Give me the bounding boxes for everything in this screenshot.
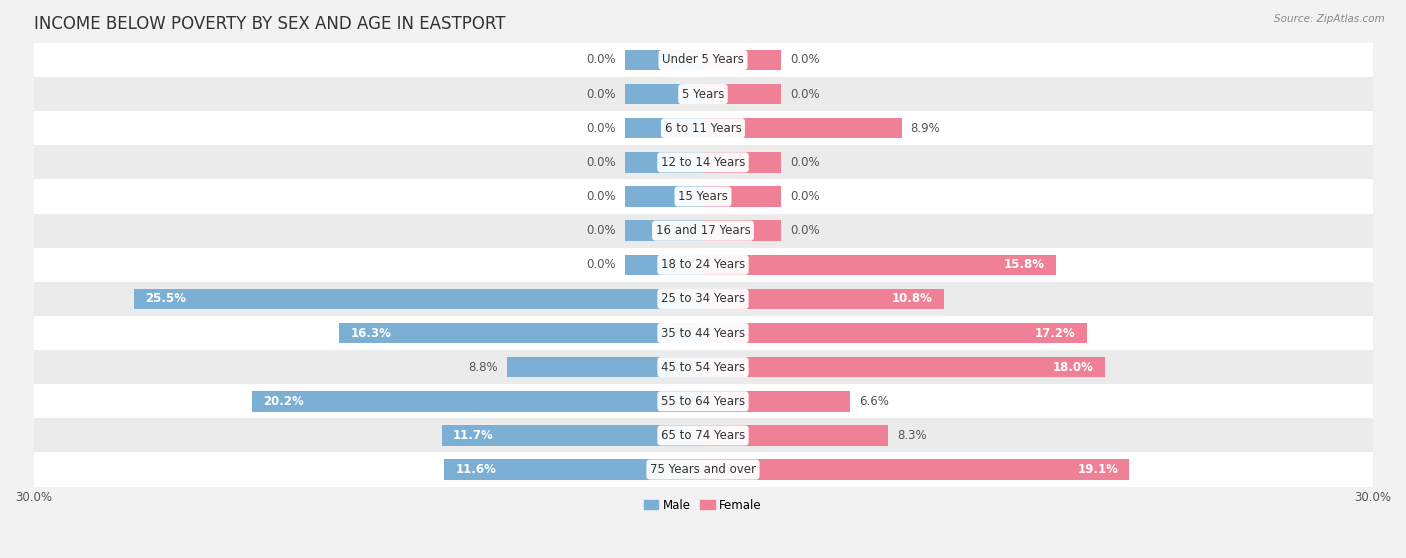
Text: 45 to 54 Years: 45 to 54 Years <box>661 360 745 374</box>
Text: 25 to 34 Years: 25 to 34 Years <box>661 292 745 305</box>
Bar <box>339 323 703 343</box>
Bar <box>624 84 703 104</box>
Bar <box>34 43 1372 77</box>
Bar <box>34 248 1372 282</box>
Text: 75 Years and over: 75 Years and over <box>650 463 756 476</box>
Bar <box>441 425 703 446</box>
Text: 16.3%: 16.3% <box>350 326 391 339</box>
Text: 17.2%: 17.2% <box>1035 326 1076 339</box>
Bar <box>703 84 782 104</box>
Bar <box>34 453 1372 487</box>
Bar <box>624 186 703 206</box>
Bar <box>624 118 703 138</box>
Bar <box>703 118 901 138</box>
Bar <box>703 220 782 241</box>
Bar <box>703 50 782 70</box>
Text: 10.8%: 10.8% <box>891 292 932 305</box>
Text: 0.0%: 0.0% <box>790 88 820 100</box>
Text: 20.2%: 20.2% <box>263 395 304 408</box>
Bar <box>703 288 943 309</box>
Bar <box>703 152 782 172</box>
Bar <box>34 384 1372 418</box>
Text: 6 to 11 Years: 6 to 11 Years <box>665 122 741 134</box>
Bar <box>506 357 703 377</box>
Bar <box>624 220 703 241</box>
Bar <box>34 145 1372 180</box>
Text: 65 to 74 Years: 65 to 74 Years <box>661 429 745 442</box>
Legend: Male, Female: Male, Female <box>640 494 766 516</box>
Text: 18.0%: 18.0% <box>1053 360 1094 374</box>
Text: 0.0%: 0.0% <box>790 190 820 203</box>
Bar <box>703 459 1129 480</box>
Text: 8.3%: 8.3% <box>897 429 927 442</box>
Text: 8.9%: 8.9% <box>911 122 941 134</box>
Text: 6.6%: 6.6% <box>859 395 889 408</box>
Text: 0.0%: 0.0% <box>790 54 820 66</box>
Bar <box>624 254 703 275</box>
Text: 0.0%: 0.0% <box>586 122 616 134</box>
Bar <box>34 350 1372 384</box>
Text: INCOME BELOW POVERTY BY SEX AND AGE IN EASTPORT: INCOME BELOW POVERTY BY SEX AND AGE IN E… <box>34 15 505 33</box>
Bar <box>703 323 1087 343</box>
Text: 11.7%: 11.7% <box>453 429 494 442</box>
Text: Under 5 Years: Under 5 Years <box>662 54 744 66</box>
Text: 8.8%: 8.8% <box>468 360 498 374</box>
Bar <box>34 316 1372 350</box>
Text: 16 and 17 Years: 16 and 17 Years <box>655 224 751 237</box>
Text: 0.0%: 0.0% <box>586 224 616 237</box>
Bar <box>703 425 889 446</box>
Text: 0.0%: 0.0% <box>790 224 820 237</box>
Bar <box>252 391 703 412</box>
Bar <box>444 459 703 480</box>
Text: 0.0%: 0.0% <box>586 258 616 271</box>
Bar <box>34 418 1372 453</box>
Text: 12 to 14 Years: 12 to 14 Years <box>661 156 745 169</box>
Text: 0.0%: 0.0% <box>586 156 616 169</box>
Text: 0.0%: 0.0% <box>586 88 616 100</box>
Text: 11.6%: 11.6% <box>456 463 496 476</box>
Text: 19.1%: 19.1% <box>1077 463 1118 476</box>
Text: 55 to 64 Years: 55 to 64 Years <box>661 395 745 408</box>
Text: 0.0%: 0.0% <box>586 54 616 66</box>
Bar <box>134 288 703 309</box>
Bar <box>34 214 1372 248</box>
Text: 0.0%: 0.0% <box>586 190 616 203</box>
Bar <box>703 391 851 412</box>
Text: 0.0%: 0.0% <box>790 156 820 169</box>
Bar <box>703 186 782 206</box>
Text: 35 to 44 Years: 35 to 44 Years <box>661 326 745 339</box>
Bar <box>703 357 1105 377</box>
Bar <box>703 254 1056 275</box>
Text: Source: ZipAtlas.com: Source: ZipAtlas.com <box>1274 14 1385 24</box>
Text: 15.8%: 15.8% <box>1004 258 1045 271</box>
Text: 25.5%: 25.5% <box>145 292 186 305</box>
Text: 5 Years: 5 Years <box>682 88 724 100</box>
Text: 15 Years: 15 Years <box>678 190 728 203</box>
Text: 18 to 24 Years: 18 to 24 Years <box>661 258 745 271</box>
Bar <box>34 282 1372 316</box>
Bar <box>624 50 703 70</box>
Bar <box>34 111 1372 145</box>
Bar <box>34 180 1372 214</box>
Bar <box>34 77 1372 111</box>
Bar <box>624 152 703 172</box>
